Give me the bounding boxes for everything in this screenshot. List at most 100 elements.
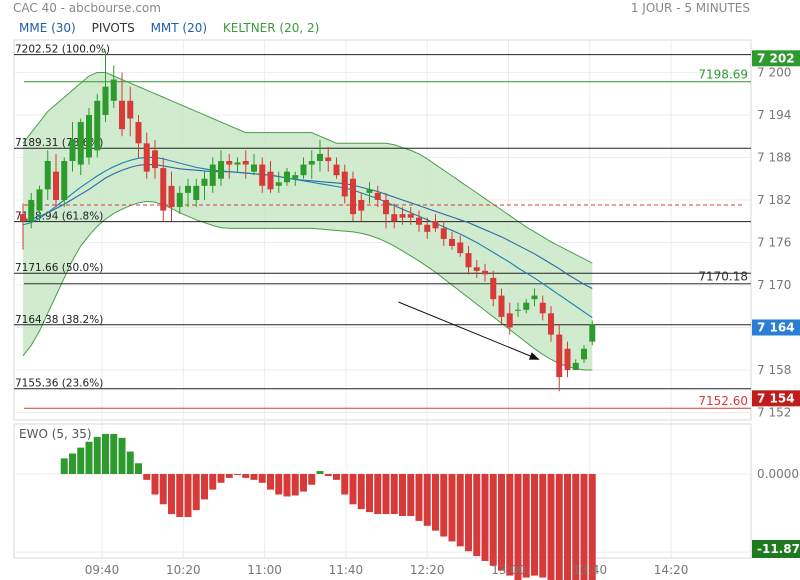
ewo-bar	[539, 474, 547, 578]
chart-title: CAC 40 - abcbourse.com	[13, 1, 161, 15]
candle-body	[424, 224, 431, 232]
chart-legend: MME (30) PIVOTS MMT (20) KELTNER (20, 2)	[19, 21, 331, 35]
mme-line	[22, 164, 593, 290]
candle-body	[482, 270, 488, 275]
candle-body	[548, 313, 554, 335]
ewo-bar	[283, 474, 291, 497]
price-badge-label: 7 164	[757, 320, 795, 334]
ewo-bar	[473, 474, 481, 557]
ewo-title: EWO (5, 35)	[19, 427, 92, 441]
candle-body	[102, 86, 109, 115]
ewo-bar	[374, 474, 382, 515]
ewo-bar	[168, 474, 175, 515]
candle-body	[119, 100, 125, 130]
ewo-bar	[531, 474, 538, 576]
candle-body	[251, 164, 257, 172]
ewo-bar	[126, 451, 134, 474]
candle-body	[242, 161, 249, 165]
ewo-bar	[209, 474, 217, 490]
y-tick-label: 7 194	[757, 108, 791, 122]
candle-body	[292, 175, 299, 179]
ewo-bar	[151, 474, 159, 495]
ewo-y-tick-label: 0.0000	[757, 467, 799, 481]
x-tick-label: 12:20	[410, 563, 445, 577]
ewo-bar	[456, 474, 464, 547]
ewo-bar	[588, 474, 596, 580]
ewo-bar	[291, 474, 299, 496]
timeframe-label: 1 JOUR - 5 MINUTES	[630, 1, 750, 15]
ewo-bar	[564, 474, 571, 580]
ewo-bar	[366, 474, 373, 513]
legend-mmt[interactable]: MMT (20)	[150, 21, 208, 35]
candle-body	[20, 214, 26, 222]
candle-body	[44, 161, 51, 190]
legend-keltner[interactable]: KELTNER (20, 2)	[222, 21, 320, 35]
candle-body	[259, 164, 266, 186]
ewo-bar	[225, 474, 233, 478]
fib-level-label: 7171.66 (50.0%)	[15, 262, 103, 274]
fib-level-label: 7155.36 (23.6%)	[15, 378, 103, 390]
ewo-bar	[77, 447, 85, 474]
candle-body	[300, 164, 307, 176]
ewo-bar	[555, 474, 563, 580]
ewo-bar	[407, 474, 415, 517]
candle-body	[440, 228, 447, 239]
ewo-bar	[93, 436, 101, 474]
candle-body	[383, 199, 389, 215]
candle-body	[341, 171, 348, 197]
price-badge-label: 7 154	[757, 391, 795, 405]
ewo-bar	[572, 474, 580, 580]
candle-body	[36, 189, 43, 211]
ewo-bar	[415, 474, 423, 521]
ewo-bar	[308, 474, 316, 485]
ewo-bar	[102, 433, 109, 474]
candle-body	[234, 162, 241, 165]
candle-body	[490, 277, 497, 300]
ewo-badge	[752, 540, 800, 558]
y-tick-label: 7 170	[757, 278, 791, 292]
y-tick-label: 7 158	[757, 363, 791, 377]
x-tick-label: 11:00	[247, 563, 282, 577]
pivot-label: 7152.60	[698, 394, 748, 408]
y-tick-label: 7 200	[757, 65, 791, 79]
candle-body	[201, 178, 208, 186]
candle-body	[465, 253, 472, 268]
candle-body	[572, 362, 579, 370]
candle-body	[366, 189, 373, 193]
legend-pivots[interactable]: PIVOTS	[91, 21, 135, 35]
candle-body	[69, 139, 76, 162]
candle-body	[135, 122, 142, 144]
ewo-bar	[143, 474, 151, 480]
candle-body	[127, 100, 134, 119]
y-tick-label: 7 182	[757, 193, 791, 207]
ewo-bar	[324, 474, 332, 476]
pivot-label: 7198.69	[698, 68, 748, 82]
candle-body	[185, 185, 191, 193]
ewo-bar	[432, 474, 439, 531]
candle-body	[391, 214, 398, 222]
candle-body	[333, 164, 340, 176]
candle-body	[556, 334, 563, 378]
candle-body	[374, 192, 381, 200]
candle-body	[515, 309, 521, 311]
ewo-bar	[423, 474, 431, 526]
keltner-upper-line	[22, 71, 593, 264]
ewo-bar	[465, 474, 472, 552]
candle-body	[61, 161, 68, 200]
x-tick-label: 13:40	[573, 563, 608, 577]
ewo-bar	[300, 474, 307, 492]
candle-body	[308, 161, 315, 165]
candle-body	[539, 302, 546, 314]
trend-arrow	[398, 301, 540, 360]
ewo-bar	[506, 474, 514, 576]
ewo-bar	[60, 458, 68, 474]
fib-level-label: 7164.38 (38.2%)	[15, 314, 103, 326]
x-tick-label: 11:40	[329, 563, 364, 577]
legend-mme[interactable]: MME (30)	[19, 21, 76, 35]
price-badge-label: 7 202	[757, 51, 795, 65]
ewo-bar	[481, 474, 489, 561]
ewo-bar	[250, 474, 258, 480]
candle-body	[564, 348, 571, 370]
price-badge	[752, 50, 800, 67]
